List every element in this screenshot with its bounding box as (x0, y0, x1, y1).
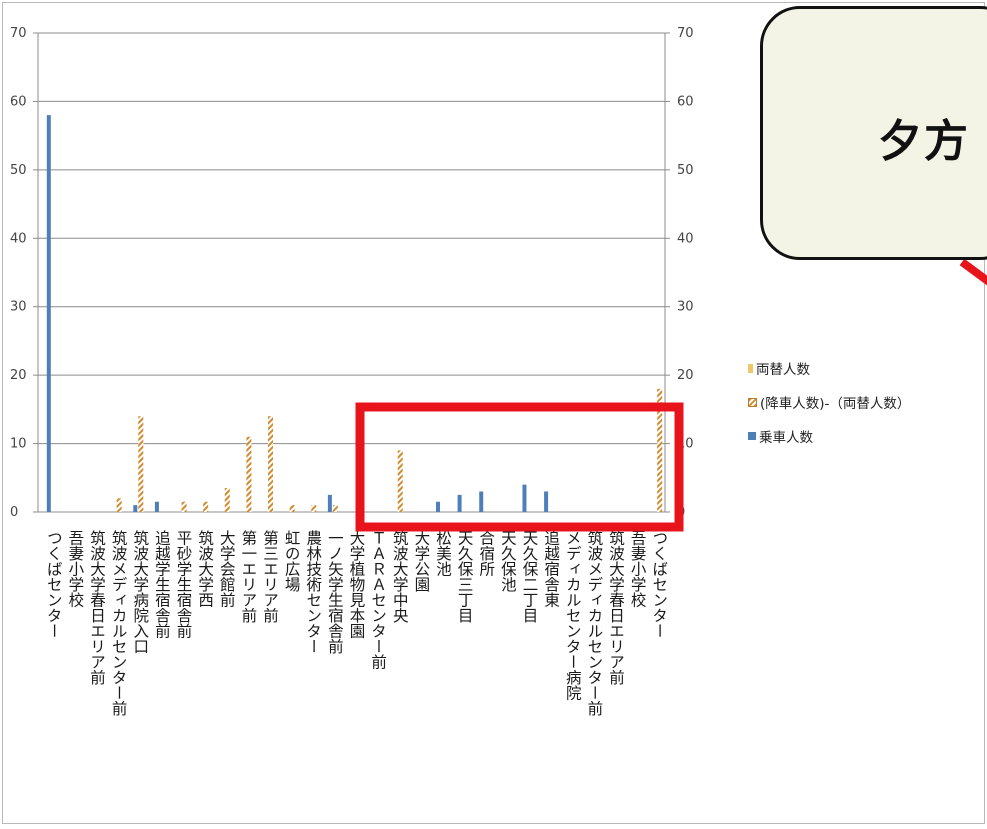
x-category-label: 追越学生宿舎前 (153, 530, 171, 640)
x-category-label: 天久保二丁目 (520, 530, 538, 623)
x-category-label: 天久保三丁目 (456, 530, 474, 623)
bar-board (46, 115, 51, 512)
x-category-label: 第三エリア前 (261, 530, 279, 625)
y-tick-label-left: 10 (10, 437, 27, 452)
y-tick-label-left: 40 (10, 231, 27, 246)
bar-alight (657, 388, 663, 512)
legend-item-board: 乗車人数 (748, 426, 910, 446)
x-category-label: 筑波大学西 (196, 530, 214, 608)
bar-alight (332, 505, 338, 512)
y-tick-label-left: 70 (10, 26, 27, 41)
bar-board (435, 501, 440, 512)
legend-swatch-board (748, 432, 756, 440)
x-category-label: 追越宿舎東 (542, 530, 560, 608)
bar-alight (311, 505, 317, 512)
y-tick-label-left: 50 (10, 163, 27, 178)
x-category-label: 筑波大学中央 (391, 530, 409, 624)
x-category-label: 吾妻小学校 (629, 530, 647, 608)
bar-alight (268, 416, 274, 512)
x-category-label: 筑波大学春日エリア前 (88, 530, 106, 687)
y-tick-label-right: 30 (677, 300, 694, 315)
y-tick-label-left: 60 (10, 94, 27, 109)
x-category-label: 筑波メディカルセンター前 (585, 530, 603, 718)
legend-item-alight: (降車人数)-（両替人数） (748, 392, 910, 412)
bar-board (479, 491, 484, 512)
y-tick-label-right: 70 (677, 26, 694, 41)
x-category-label: つくばセンター (650, 530, 668, 639)
x-category-label: ＴＡＲＡセンター前 (369, 530, 387, 671)
bar-board (133, 505, 138, 512)
x-category-label: 筑波メディカルセンター前 (110, 530, 128, 718)
x-category-label: 第一エリア前 (239, 530, 257, 625)
x-category-label: 大学公園 (412, 530, 430, 593)
bar-alight (138, 416, 144, 512)
chart-legend: 両替人数 (降車人数)-（両替人数） 乗車人数 (748, 358, 910, 460)
bar-board (457, 494, 462, 512)
x-category-label: つくばセンター (45, 530, 63, 639)
x-category-label: 虹の広場 (283, 530, 301, 593)
callout-box: 夕方 (760, 6, 987, 260)
x-category-label: 一ノ矢学生宿舎前 (326, 530, 344, 655)
bar-alight (224, 488, 230, 512)
highlight-frame (355, 402, 684, 532)
bar-board (154, 501, 159, 512)
legend-label-alight: (降車人数)-（両替人数） (760, 396, 911, 412)
x-category-label: 合宿所 (477, 530, 495, 577)
x-category-label: 筑波大学病院入口 (131, 530, 149, 655)
y-tick-label-right: 50 (677, 163, 694, 178)
bar-board (327, 494, 332, 512)
x-category-label: 大学会館前 (218, 530, 236, 609)
x-category-label: メディカルセンター病院 (564, 530, 582, 702)
x-category-label: 農林技術センター (304, 530, 322, 654)
legend-swatch-alight (748, 397, 757, 407)
bar-alight (289, 505, 295, 512)
legend-item-swap: 両替人数 (748, 358, 910, 378)
legend-label-swap: 両替人数 (756, 362, 810, 378)
y-tick-label-right: 20 (677, 368, 694, 383)
x-category-label: 平砂学生宿舎前 (175, 530, 193, 640)
x-category-label: 松美池 (434, 530, 452, 577)
legend-swatch-swap (748, 363, 753, 373)
bar-alight (181, 501, 187, 512)
bar-alight (397, 450, 403, 512)
bar-board (544, 491, 549, 512)
x-category-label: 吾妻小学校 (66, 530, 84, 608)
y-tick-label-left: 0 (10, 505, 18, 520)
x-category-label: 大学植物見本園 (348, 530, 366, 639)
legend-label-board: 乗車人数 (759, 430, 813, 446)
y-tick-label-right: 40 (677, 231, 694, 246)
x-category-label: 天久保池 (499, 530, 517, 592)
x-category-label: 筑波大学春日エリア前 (607, 530, 625, 687)
y-tick-label-left: 30 (10, 300, 27, 315)
bar-alight (116, 498, 122, 512)
y-tick-label-right: 60 (677, 94, 694, 109)
bar-alight (246, 436, 252, 512)
bar-board (522, 484, 527, 512)
callout-text: 夕方 (878, 116, 970, 167)
callout-arrow (959, 258, 987, 286)
y-tick-label-left: 20 (10, 368, 27, 383)
bar-alight (203, 501, 209, 512)
